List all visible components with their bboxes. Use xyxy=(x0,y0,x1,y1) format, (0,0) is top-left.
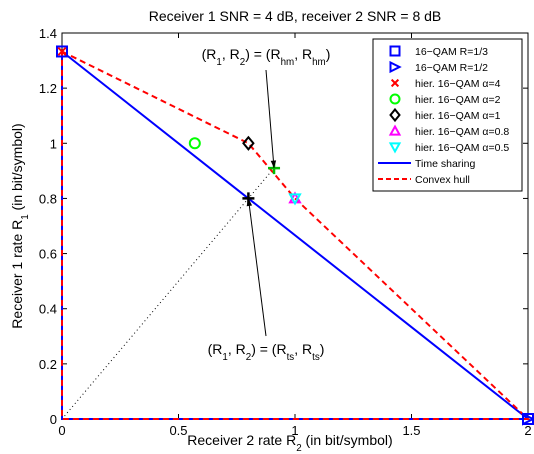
y-axis-label: Receiver 1 rate R1 (in bit/symbol) xyxy=(9,123,31,328)
annotation-hm: (R1, R2) = (Rhm, Rhm) xyxy=(202,46,331,68)
annotation-hm-arrow xyxy=(265,69,275,169)
legend-label: hier. 16−QAM α=4 xyxy=(415,78,501,90)
data-marker xyxy=(522,412,534,426)
data-marker xyxy=(56,45,68,58)
legend-label: Convex hull xyxy=(415,174,470,186)
legend-label: 16−QAM R=1/3 xyxy=(415,46,488,58)
y-tick-label: 0.2 xyxy=(39,357,57,372)
legend: 16−QAM R=1/3 16−QAM R=1/2 hier. 16−QAM α=4… xyxy=(372,38,523,192)
legend-marker xyxy=(388,124,402,136)
legend-marker xyxy=(389,107,401,123)
annotation-ts: (R1, R2) = (Rts, Rts) xyxy=(208,341,325,363)
y-tick-label: 1.4 xyxy=(39,26,57,41)
x-tick-label: 1.5 xyxy=(402,423,420,438)
legend-marker xyxy=(388,142,402,154)
legend-label: 16−QAM R=1/2 xyxy=(415,62,488,74)
annotation-ts-arrow xyxy=(247,198,267,337)
legend-label: hier. 16−QAM α=0.8 xyxy=(415,126,509,138)
x-axis-label: Receiver 2 rate R2 (in bit/symbol) xyxy=(187,432,392,454)
annotation-ts-arrowhead xyxy=(246,198,253,207)
legend-label: Time sharing xyxy=(415,158,475,170)
legend-label: hier. 16−QAM α=0.5 xyxy=(415,142,509,154)
y-tick-label: 1.2 xyxy=(39,81,57,96)
diagonal-dotted-line xyxy=(61,167,275,420)
legend-marker xyxy=(390,78,400,88)
convex-hull-line xyxy=(61,50,531,420)
plot-area: 0 0.5 1 1.5 2 0 0.2 0.4 0.6 0.8 1 1.2 1.4 Receiver 2 … xyxy=(9,26,534,454)
legend-marker xyxy=(389,60,402,74)
x-tick-label: 0.5 xyxy=(169,423,187,438)
x-tick-label: 0 xyxy=(58,423,65,438)
y-tick-label: 1 xyxy=(50,136,57,151)
y-tick-label: 0 xyxy=(50,412,57,427)
data-marker xyxy=(188,137,201,150)
x-tick-label: 2 xyxy=(524,423,531,438)
x-tick-label: 1 xyxy=(291,423,298,438)
data-marker xyxy=(57,47,67,56)
data-marker xyxy=(288,193,302,206)
data-marker xyxy=(242,135,255,151)
chart-title: Receiver 1 SNR = 4 dB, receiver 2 SNR = … xyxy=(149,8,442,24)
legend-marker xyxy=(389,93,401,105)
y-tick-label: 0.6 xyxy=(39,247,57,262)
legend-marker xyxy=(389,45,401,57)
legend-label: hier. 16−QAM α=1 xyxy=(415,110,501,122)
annotation-hm-arrowhead xyxy=(270,160,277,169)
legend-box xyxy=(372,38,523,192)
legend-label: hier. 16−QAM α=2 xyxy=(415,94,501,106)
y-tick-label: 0.4 xyxy=(39,302,57,317)
y-tick-label: 0.8 xyxy=(39,191,57,206)
